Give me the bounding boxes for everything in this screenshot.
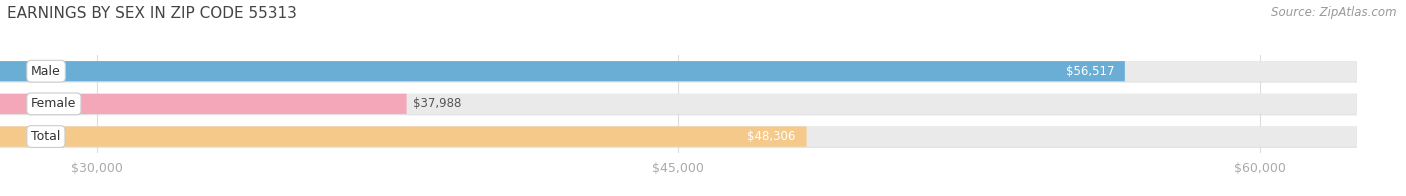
Text: EARNINGS BY SEX IN ZIP CODE 55313: EARNINGS BY SEX IN ZIP CODE 55313 <box>7 6 297 21</box>
Text: $48,306: $48,306 <box>748 130 796 143</box>
FancyBboxPatch shape <box>0 126 807 147</box>
Text: Female: Female <box>31 97 76 110</box>
FancyBboxPatch shape <box>0 94 406 114</box>
FancyBboxPatch shape <box>0 61 1357 81</box>
Text: Total: Total <box>31 130 60 143</box>
Text: $56,517: $56,517 <box>1066 65 1114 78</box>
Text: Male: Male <box>31 65 60 78</box>
FancyBboxPatch shape <box>0 126 1357 147</box>
FancyBboxPatch shape <box>0 126 1358 148</box>
FancyBboxPatch shape <box>0 94 1357 114</box>
Text: Source: ZipAtlas.com: Source: ZipAtlas.com <box>1271 6 1396 19</box>
FancyBboxPatch shape <box>0 94 1358 115</box>
Text: $37,988: $37,988 <box>413 97 461 110</box>
FancyBboxPatch shape <box>0 61 1125 81</box>
FancyBboxPatch shape <box>0 61 1358 83</box>
